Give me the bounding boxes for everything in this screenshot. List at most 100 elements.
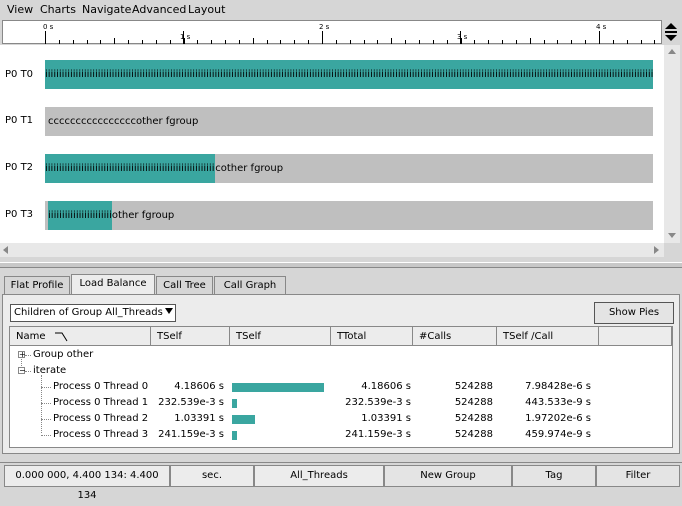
column-header-label: Name [16, 331, 46, 342]
ruler-tick-label: 0 s [43, 23, 54, 31]
pane-splitter[interactable] [0, 262, 682, 268]
ruler-minor-tick [197, 40, 199, 44]
ruler-minor-tick [211, 40, 213, 44]
spin-up-icon[interactable] [665, 23, 677, 29]
column-header-tself-bar[interactable]: TSelf [230, 327, 331, 346]
ruler-minor-tick [280, 40, 282, 44]
current-group-display[interactable]: All_Threads [254, 465, 384, 487]
table-cell-tself-per-call: 443.533e-9 s [525, 397, 591, 408]
timeline-horizontal-scrollbar[interactable] [0, 243, 664, 257]
tree-item-iterate[interactable]: iterate [33, 365, 67, 376]
group-select[interactable]: Children of Group All_Threads [10, 304, 176, 322]
table-row-name[interactable]: Process 0 Thread 1 [53, 397, 149, 408]
ruler-minor-tick [557, 40, 559, 44]
timeline-row-label: P0 T2 [5, 162, 34, 173]
ruler-tick [45, 31, 46, 44]
column-header-name[interactable]: Name [10, 327, 151, 346]
new-group-button[interactable]: New Group [384, 465, 512, 487]
scroll-left-icon[interactable] [3, 246, 8, 254]
spin-down-icon[interactable] [665, 35, 677, 41]
menu-view[interactable]: View [7, 3, 34, 16]
tself-bar [232, 383, 324, 392]
menu-advanced[interactable]: Advanced [132, 3, 187, 16]
column-header-ttotal[interactable]: TTotal [331, 327, 413, 346]
menu-charts[interactable]: Charts [40, 3, 76, 16]
ruler-tick-label: 4 s [596, 23, 607, 31]
ruler-minor-tick [169, 40, 171, 44]
ruler-minor-tick [585, 40, 587, 44]
tab-load-balance[interactable]: Load Balance [71, 274, 155, 295]
scroll-up-icon[interactable] [668, 49, 676, 54]
ruler-minor-tick [225, 40, 227, 44]
timeline-fill-text: iiiiiiiiiiiiiiiiiiiiiiiiiiiiiiiiiiiiiiii… [45, 69, 653, 80]
ruler-minor-tick [141, 40, 143, 44]
tag-button[interactable]: Tag [512, 465, 596, 487]
statusbar: 0.000 000, 4.400 134: 4.400 134 sec. All… [0, 462, 682, 501]
ruler-minor-tick [599, 38, 600, 44]
time-unit-display[interactable]: sec. [170, 465, 254, 487]
time-range-display: 0.000 000, 4.400 134: 4.400 134 [4, 465, 170, 501]
tree-item-group-other[interactable]: Group other [33, 349, 94, 360]
table-cell-ttotal: 1.03391 s [361, 413, 411, 424]
tab-call-graph[interactable]: Call Graph [214, 276, 286, 294]
timeline-state-bar[interactable] [48, 201, 112, 230]
ruler-minor-tick [377, 40, 379, 44]
column-header-tself[interactable]: TSelf [151, 327, 230, 346]
ruler-tick [322, 31, 323, 44]
table-row-name[interactable]: Process 0 Thread 2 [53, 413, 149, 424]
ruler-tick-label: 1 s [180, 33, 191, 41]
scroll-down-icon[interactable] [668, 233, 676, 238]
ruler-minor-tick [474, 40, 476, 44]
ruler-tick-label: 3 s [457, 33, 468, 41]
column-header-tself-per-call[interactable]: TSelf /Call [497, 327, 599, 346]
zoom-spinner[interactable] [663, 21, 679, 43]
collapse-icon[interactable]: − [18, 366, 26, 375]
timeline-vertical-scrollbar[interactable] [664, 45, 680, 243]
table-cell-tself: 4.18606 s [174, 381, 224, 392]
timeline-state-bar[interactable] [45, 154, 216, 183]
tab-flat-profile[interactable]: Flat Profile [4, 276, 70, 294]
table-cell-ttotal: 241.159e-3 s [345, 429, 411, 440]
tree-line [21, 353, 22, 370]
tab-call-tree[interactable]: Call Tree [156, 276, 213, 294]
table-cell-tself-per-call: 459.974e-9 s [525, 429, 591, 440]
timeline-view[interactable]: P0 T0 iiiiiiiiiiiiiiiiiiiiiiiiiiiiiiiiii… [0, 45, 664, 243]
timeline-state-bar[interactable] [45, 60, 653, 89]
ruler-tick-label: 2 s [319, 23, 330, 31]
load-balance-table: Name TSelf TSelf TTotal #Calls TSelf /Ca… [9, 326, 673, 448]
ruler-minor-tick [502, 40, 504, 44]
filter-button[interactable]: Filter [596, 465, 680, 487]
ruler-minor-tick [100, 40, 102, 44]
table-cell-tself: 241.159e-3 s [158, 429, 224, 440]
ruler-minor-tick [405, 40, 407, 44]
timeline-row-background [45, 107, 653, 136]
menubar: View Charts Navigate Advanced Layout [0, 0, 682, 19]
ruler-minor-tick [183, 38, 185, 44]
expand-icon[interactable]: + [18, 350, 26, 359]
table-row-name[interactable]: Process 0 Thread 3 [53, 429, 149, 440]
column-header-calls[interactable]: #Calls [413, 327, 497, 346]
timeline-rest-text: cother fgroup [215, 163, 284, 174]
ruler-minor-tick [626, 40, 628, 44]
ruler-minor-tick [432, 40, 434, 44]
ruler-minor-tick [86, 40, 88, 44]
menu-navigate[interactable]: Navigate [82, 3, 132, 16]
table-cell-calls: 524288 [454, 413, 493, 424]
ruler-minor-tick [45, 38, 46, 44]
scroll-right-icon[interactable] [654, 246, 659, 254]
ruler-minor-tick [114, 38, 116, 44]
ruler-minor-tick [322, 38, 323, 44]
show-pies-button[interactable]: Show Pies [594, 302, 674, 324]
ruler-minor-tick [128, 40, 130, 44]
tree-line [41, 435, 51, 436]
tree-line [25, 355, 31, 356]
tself-bar [232, 415, 255, 424]
chevron-down-icon[interactable] [165, 308, 173, 314]
table-row-name[interactable]: Process 0 Thread 0 [53, 381, 149, 392]
time-ruler[interactable]: 0 s 1 s 2 s 3 s 4 s [2, 20, 662, 44]
ruler-minor-tick [571, 40, 573, 44]
ruler-minor-tick [515, 40, 517, 44]
ruler-minor-tick [654, 40, 656, 44]
menu-layout[interactable]: Layout [188, 3, 226, 16]
ruler-minor-tick [72, 40, 74, 44]
